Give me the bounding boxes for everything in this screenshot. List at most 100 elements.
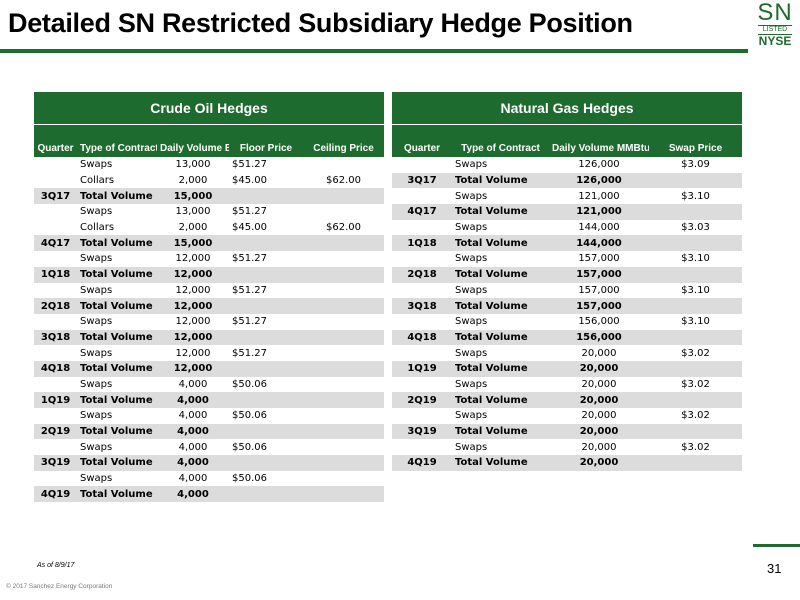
cell-floor-price bbox=[229, 298, 303, 314]
cell-daily-volume: 4,000 bbox=[157, 486, 229, 503]
cell-swap-price bbox=[649, 360, 742, 377]
cell-quarter bbox=[34, 439, 77, 456]
copyright: © 2017 Sanchez Energy Corporation bbox=[6, 583, 113, 590]
cell-ceiling-price bbox=[303, 392, 385, 408]
cell-quarter bbox=[392, 188, 452, 205]
cell-contract-type: Total Volume bbox=[77, 235, 157, 252]
cell-quarter bbox=[392, 408, 452, 424]
cell-daily-volume: 4,000 bbox=[157, 439, 229, 456]
cell-swap-price bbox=[649, 204, 742, 220]
cell-contract-type: Swaps bbox=[452, 219, 549, 236]
cell-daily-volume: 20,000 bbox=[549, 423, 649, 440]
cell-quarter bbox=[392, 439, 452, 456]
cell-contract-type: Swaps bbox=[452, 157, 549, 173]
table-row: Swaps 121,000 $3.10 bbox=[392, 188, 742, 205]
cell-daily-volume: 157,000 bbox=[549, 282, 649, 299]
cell-quarter: 2Q18 bbox=[34, 298, 77, 314]
cell-ceiling-price bbox=[303, 439, 385, 456]
cell-floor-price: $50.06 bbox=[229, 376, 303, 393]
cell-contract-type: Swaps bbox=[77, 204, 157, 220]
crude-header-quarter: Quarter bbox=[34, 124, 77, 157]
cell-daily-volume: 15,000 bbox=[157, 188, 229, 205]
cell-daily-volume: 144,000 bbox=[549, 219, 649, 236]
cell-contract-type: Swaps bbox=[452, 376, 549, 393]
cell-quarter bbox=[34, 251, 77, 267]
cell-ceiling-price bbox=[303, 282, 385, 299]
cell-contract-type: Collars bbox=[77, 219, 157, 236]
table-row: Collars 2,000 $45.00 $62.00 bbox=[34, 219, 385, 236]
cell-contract-type: Collars bbox=[77, 172, 157, 189]
cell-ceiling-price bbox=[303, 360, 385, 377]
cell-daily-volume: 126,000 bbox=[549, 172, 649, 189]
table-row: Swaps 156,000 $3.10 bbox=[392, 313, 742, 330]
cell-daily-volume: 12,000 bbox=[157, 282, 229, 299]
gas-table-caption: Natural Gas Hedges bbox=[392, 92, 742, 125]
cell-daily-volume: 4,000 bbox=[157, 376, 229, 393]
cell-swap-price bbox=[649, 172, 742, 189]
page-number-bar bbox=[753, 544, 800, 547]
table-row: 3Q18 Total Volume 157,000 bbox=[392, 298, 742, 314]
cell-daily-volume: 126,000 bbox=[549, 157, 649, 173]
table-row: 3Q18 Total Volume 12,000 bbox=[34, 329, 385, 346]
cell-ceiling-price bbox=[303, 470, 385, 487]
cell-ceiling-price: $62.00 bbox=[303, 172, 385, 189]
natural-gas-hedges-table: Natural Gas Hedges Quarter Type of Contr… bbox=[392, 92, 742, 471]
cell-contract-type: Total Volume bbox=[452, 298, 549, 314]
cell-quarter: 1Q18 bbox=[392, 235, 452, 252]
cell-contract-type: Total Volume bbox=[452, 266, 549, 283]
table-row: 2Q19 Total Volume 20,000 bbox=[392, 392, 742, 408]
cell-daily-volume: 144,000 bbox=[549, 235, 649, 252]
title-underline bbox=[0, 49, 748, 53]
table-row: Swaps 4,000 $50.06 bbox=[34, 408, 385, 424]
gas-header-quarter: Quarter bbox=[392, 124, 452, 157]
cell-contract-type: Total Volume bbox=[452, 360, 549, 377]
cell-contract-type: Swaps bbox=[452, 439, 549, 456]
cell-contract-type: Swaps bbox=[77, 251, 157, 267]
cell-daily-volume: 20,000 bbox=[549, 439, 649, 456]
cell-daily-volume: 20,000 bbox=[549, 360, 649, 377]
cell-contract-type: Swaps bbox=[452, 188, 549, 205]
cell-daily-volume: 20,000 bbox=[549, 455, 649, 471]
cell-quarter bbox=[392, 251, 452, 267]
cell-swap-price: $3.03 bbox=[649, 219, 742, 236]
table-row: 3Q19 Total Volume 4,000 bbox=[34, 455, 385, 471]
cell-floor-price bbox=[229, 423, 303, 440]
cell-quarter: 2Q19 bbox=[34, 423, 77, 440]
cell-daily-volume: 4,000 bbox=[157, 423, 229, 440]
cell-floor-price: $51.27 bbox=[229, 345, 303, 361]
table-row: Swaps 4,000 $50.06 bbox=[34, 439, 385, 456]
cell-daily-volume: 12,000 bbox=[157, 251, 229, 267]
company-logo: SN LISTED NYSE bbox=[752, 1, 798, 48]
cell-ceiling-price bbox=[303, 455, 385, 471]
cell-daily-volume: 12,000 bbox=[157, 345, 229, 361]
table-row: Swaps 12,000 $51.27 bbox=[34, 282, 385, 299]
table-row: Swaps 20,000 $3.02 bbox=[392, 376, 742, 393]
crude-table-caption: Crude Oil Hedges bbox=[34, 92, 385, 125]
cell-ceiling-price: $62.00 bbox=[303, 219, 385, 236]
cell-quarter: 4Q19 bbox=[392, 455, 452, 471]
cell-contract-type: Swaps bbox=[77, 313, 157, 330]
table-row: 4Q18 Total Volume 12,000 bbox=[34, 360, 385, 377]
cell-swap-price bbox=[649, 455, 742, 471]
cell-quarter: 4Q18 bbox=[34, 360, 77, 377]
cell-ceiling-price bbox=[303, 204, 385, 220]
cell-quarter bbox=[34, 282, 77, 299]
cell-swap-price bbox=[649, 266, 742, 283]
cell-contract-type: Swaps bbox=[77, 408, 157, 424]
cell-daily-volume: 2,000 bbox=[157, 219, 229, 236]
cell-contract-type: Total Volume bbox=[77, 360, 157, 377]
cell-daily-volume: 15,000 bbox=[157, 235, 229, 252]
cell-ceiling-price bbox=[303, 376, 385, 393]
cell-contract-type: Total Volume bbox=[452, 172, 549, 189]
cell-daily-volume: 157,000 bbox=[549, 251, 649, 267]
cell-contract-type: Swaps bbox=[452, 345, 549, 361]
table-row: Swaps 20,000 $3.02 bbox=[392, 345, 742, 361]
cell-quarter bbox=[34, 172, 77, 189]
cell-ceiling-price bbox=[303, 235, 385, 252]
cell-floor-price: $51.27 bbox=[229, 251, 303, 267]
cell-quarter: 4Q18 bbox=[392, 329, 452, 346]
cell-daily-volume: 4,000 bbox=[157, 455, 229, 471]
table-row: 4Q17 Total Volume 121,000 bbox=[392, 204, 742, 220]
cell-daily-volume: 12,000 bbox=[157, 329, 229, 346]
table-row: 1Q19 Total Volume 4,000 bbox=[34, 392, 385, 408]
